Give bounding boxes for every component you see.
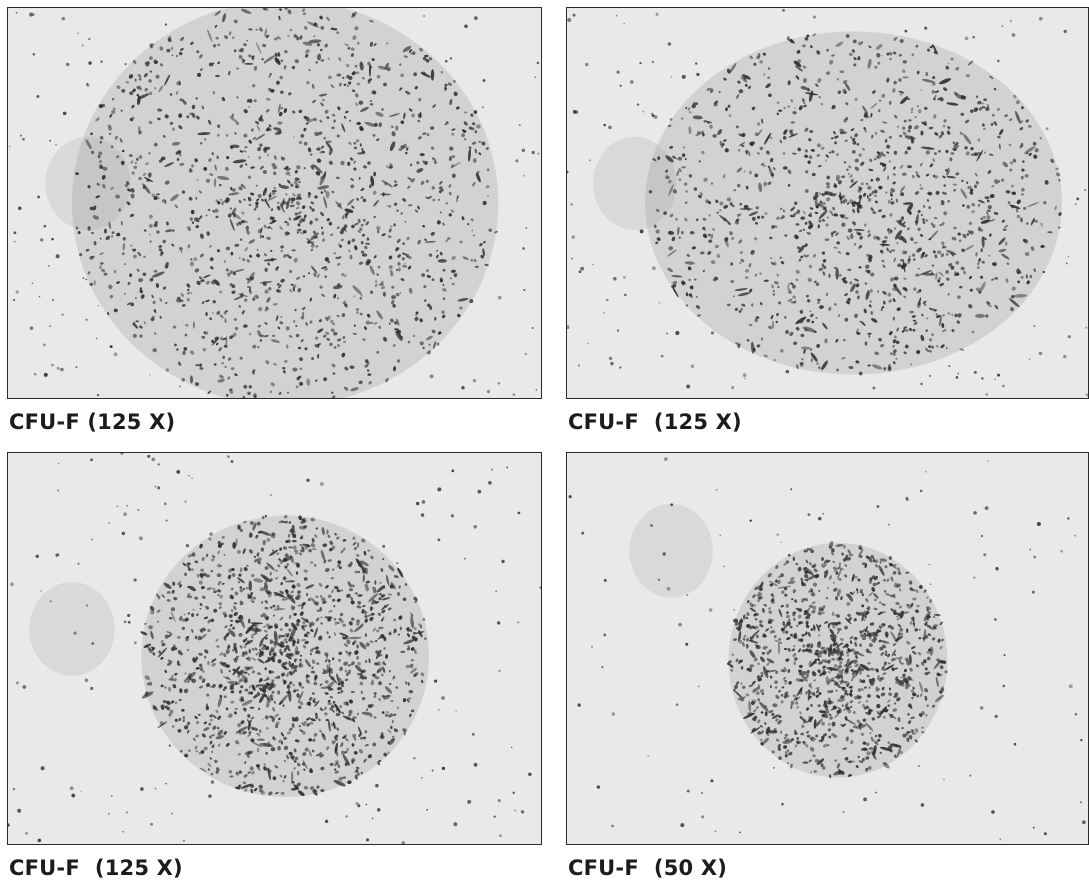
caption-3: CFU-F (125 X)	[9, 856, 183, 880]
micrograph-image-1	[7, 7, 542, 399]
micrograph-image-2	[566, 7, 1089, 399]
colony-photo-2	[567, 8, 1088, 398]
colony-photo-4	[567, 453, 1088, 844]
colony-photo-1	[8, 8, 541, 398]
caption-4: CFU-F (50 X)	[568, 856, 728, 880]
micrograph-image-4	[566, 452, 1089, 845]
caption-2: CFU-F (125 X)	[568, 410, 742, 434]
colony-photo-3	[8, 453, 541, 844]
micrograph-image-3	[7, 452, 542, 845]
caption-1: CFU-F (125 X)	[9, 410, 176, 434]
